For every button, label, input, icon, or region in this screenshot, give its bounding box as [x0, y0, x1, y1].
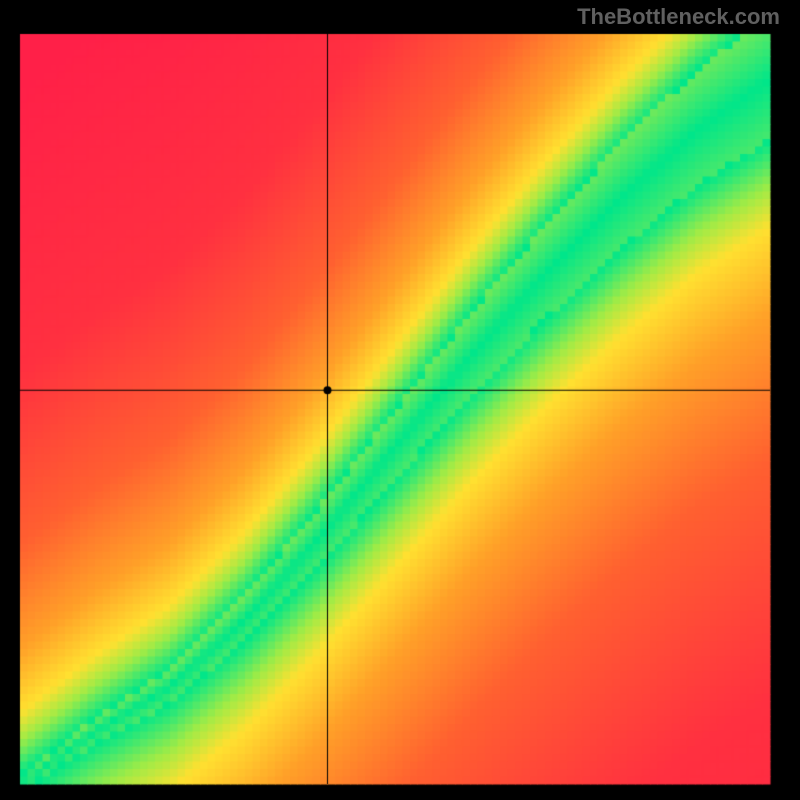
heatmap-chart	[0, 0, 800, 800]
watermark-text: TheBottleneck.com	[577, 4, 780, 30]
